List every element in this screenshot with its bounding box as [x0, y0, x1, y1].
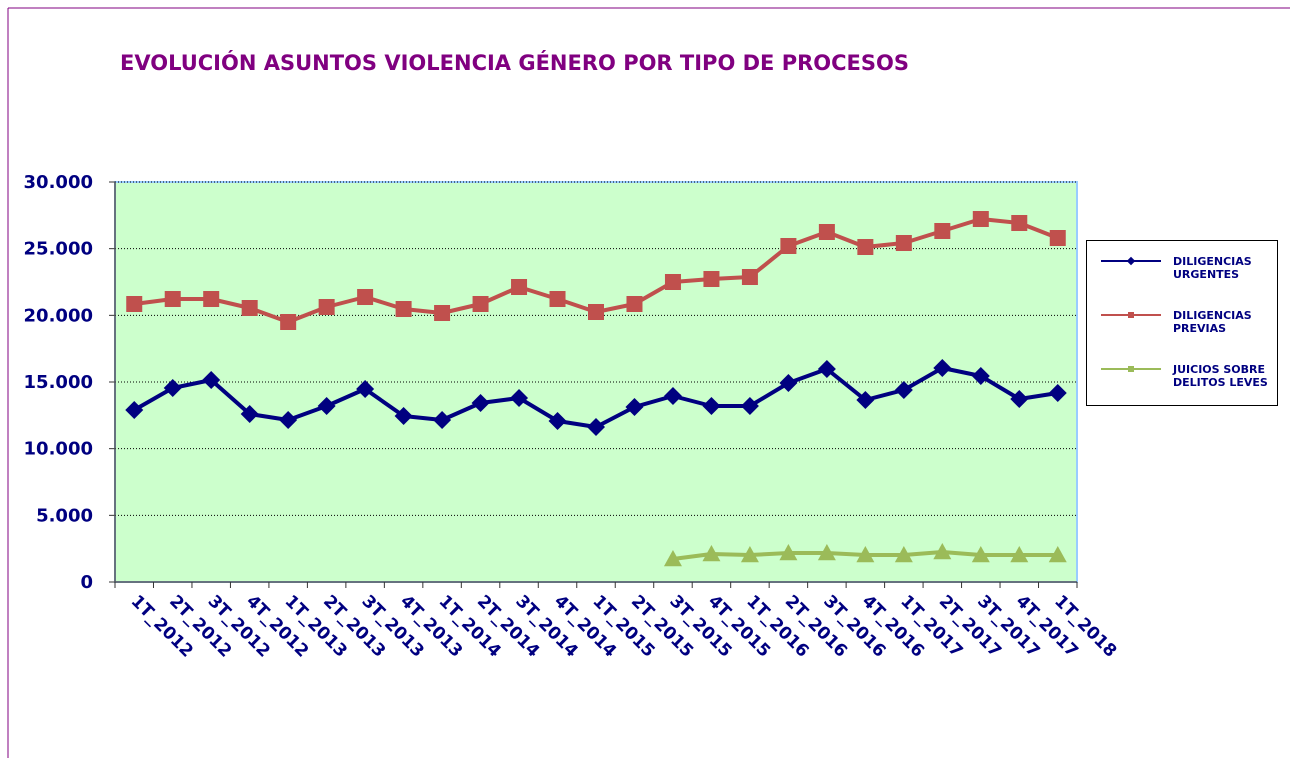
data-point — [664, 274, 681, 290]
data-point — [663, 387, 682, 405]
legend: DILIGENCIAS URGENTES DILIGENCIAS PREVIAS J… — [1086, 240, 1278, 406]
data-point — [818, 224, 835, 240]
legend-label: DILIGENCIAS URGENTES — [1173, 255, 1252, 281]
data-point — [1048, 546, 1067, 563]
data-point — [163, 379, 182, 397]
data-point — [433, 411, 452, 429]
legend-label: DILIGENCIAS PREVIAS — [1173, 309, 1252, 335]
legend-marker — [1128, 312, 1134, 318]
data-point — [472, 296, 489, 312]
legend-label: JUICIOS SOBRE DELITOS LEVES — [1173, 363, 1268, 389]
data-point — [740, 397, 759, 415]
data-point — [1048, 384, 1067, 402]
data-point — [548, 412, 567, 430]
data-point — [740, 546, 759, 563]
y-tick-label: 25.000 — [24, 239, 93, 260]
chart-title: EVOLUCIÓN ASUNTOS VIOLENCIA GÉNERO POR T… — [120, 50, 909, 75]
data-point — [779, 374, 798, 392]
data-point — [1011, 215, 1028, 231]
data-point — [125, 401, 144, 419]
data-point — [817, 544, 836, 561]
data-point — [971, 367, 990, 385]
data-point — [126, 296, 143, 312]
legend-marker — [1128, 366, 1134, 372]
data-point — [279, 411, 298, 429]
data-point — [280, 314, 297, 330]
y-tick-label: 15.000 — [24, 372, 93, 393]
data-point — [894, 546, 913, 563]
data-point — [934, 223, 951, 239]
data-point — [933, 359, 952, 377]
legend-entry: DILIGENCIAS PREVIAS — [1099, 309, 1273, 335]
data-point — [895, 235, 912, 251]
data-point — [933, 543, 952, 560]
data-point — [434, 305, 451, 321]
legend-entry: JUICIOS SOBRE DELITOS LEVES — [1099, 363, 1273, 389]
y-tick-label: 10.000 — [24, 439, 93, 460]
data-point — [203, 291, 220, 307]
data-point — [663, 550, 682, 567]
data-point — [894, 381, 913, 399]
data-point — [1010, 546, 1029, 563]
data-point — [626, 296, 643, 312]
legend-swatch — [1101, 312, 1161, 318]
data-point — [971, 546, 990, 563]
data-point — [471, 394, 490, 412]
data-point — [357, 289, 374, 305]
data-point — [511, 279, 528, 295]
data-point — [318, 299, 335, 315]
data-point — [972, 211, 989, 227]
data-point — [395, 301, 412, 317]
data-point — [240, 405, 259, 423]
data-point — [587, 418, 605, 436]
data-point — [317, 397, 336, 415]
legend-swatch — [1101, 256, 1161, 266]
data-point — [202, 371, 221, 389]
data-point — [510, 389, 529, 407]
data-point — [1010, 390, 1029, 408]
data-point — [625, 398, 644, 416]
data-point — [703, 271, 720, 287]
legend-entry: DILIGENCIAS URGENTES — [1099, 255, 1273, 281]
data-point — [702, 397, 721, 415]
data-point — [856, 391, 875, 409]
data-point — [1049, 230, 1066, 246]
legend-swatch — [1101, 366, 1161, 372]
data-point — [549, 291, 566, 307]
data-point — [702, 545, 721, 562]
data-point — [588, 304, 604, 320]
data-point — [241, 300, 258, 316]
y-tick-label: 30.000 — [24, 172, 93, 193]
data-point — [356, 380, 375, 398]
data-point — [164, 291, 181, 307]
data-point — [857, 239, 874, 255]
y-tick-label: 0 — [80, 572, 93, 593]
data-point — [856, 546, 875, 563]
data-point — [394, 407, 413, 425]
legend-marker — [1126, 256, 1136, 266]
y-tick-label: 20.000 — [24, 305, 93, 326]
data-point — [817, 360, 836, 378]
data-point — [779, 544, 798, 561]
data-point — [741, 269, 758, 285]
data-point — [780, 238, 797, 254]
y-tick-label: 5.000 — [36, 505, 93, 526]
